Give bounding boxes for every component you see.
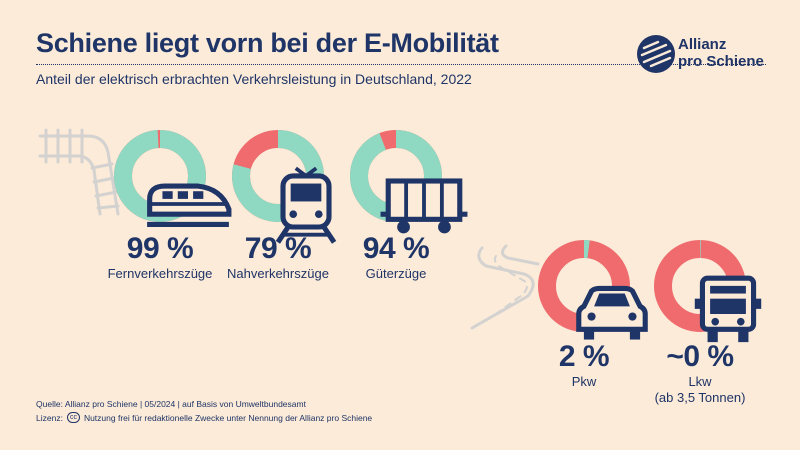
value-label: 94 % (362, 232, 430, 265)
logo: Allianz pro Schiene (636, 34, 776, 78)
license-label: Lizenz: (36, 412, 63, 423)
donut-slice-electric (538, 240, 630, 332)
value-label: ~0 % (666, 340, 734, 373)
donut-nahverkehr (232, 130, 337, 244)
road-decoration (470, 244, 540, 330)
value-label: 2 % (558, 340, 610, 373)
page-title: Schiene liegt vorn bei der E-Mobilität (36, 28, 499, 58)
category-label-line1: Pkw (571, 374, 597, 389)
rail-track-decoration (38, 128, 120, 216)
category-label: Lkw (ab 3,5 Tonnen) (630, 374, 770, 406)
donut-lkw (654, 240, 762, 343)
category-label-line1: Nahverkehrszüge (227, 266, 329, 281)
value-label: 99 % (126, 232, 194, 265)
logo-text: Allianz pro Schiene (678, 36, 764, 70)
logo-line2: pro Schiene (678, 53, 764, 70)
regional-train-icon (260, 158, 337, 244)
category-label: Güterzüge (326, 266, 466, 282)
logo-line1: Allianz (678, 36, 727, 53)
license-note: Lizenz: cc Nutzung frei für redaktionell… (36, 412, 372, 423)
donut-gueterzuege (350, 130, 468, 234)
cc-license-icon: cc (66, 412, 80, 423)
donut-pkw (538, 240, 648, 340)
donut-slice-electric (654, 240, 746, 332)
category-label: Fernverkehrszüge (90, 266, 230, 282)
truck-icon (682, 268, 762, 343)
category-label-line1: Güterzüge (365, 266, 427, 281)
title-divider (36, 64, 766, 65)
logo-icon (637, 35, 675, 73)
category-label-line1: Lkw (688, 374, 712, 389)
freight-wagon-icon (378, 158, 468, 234)
source-note: Quelle: Allianz pro Schiene | 05/2024 | … (36, 399, 306, 409)
category-label: Nahverkehrszüge (208, 266, 348, 282)
page-subtitle: Anteil der elektrisch erbrachten Verkehr… (36, 71, 472, 87)
category-label-line2: (ab 3,5 Tonnen) (654, 390, 746, 405)
car-icon (566, 268, 648, 340)
donut-fernverkehr (114, 130, 232, 227)
license-text: Nutzung frei für redaktionelle Zwecke un… (83, 412, 373, 423)
high-speed-train-icon (142, 158, 232, 227)
category-label: Pkw (514, 374, 654, 390)
category-label-line1: Fernverkehrszüge (107, 266, 213, 281)
value-label: 79 % (244, 232, 312, 265)
